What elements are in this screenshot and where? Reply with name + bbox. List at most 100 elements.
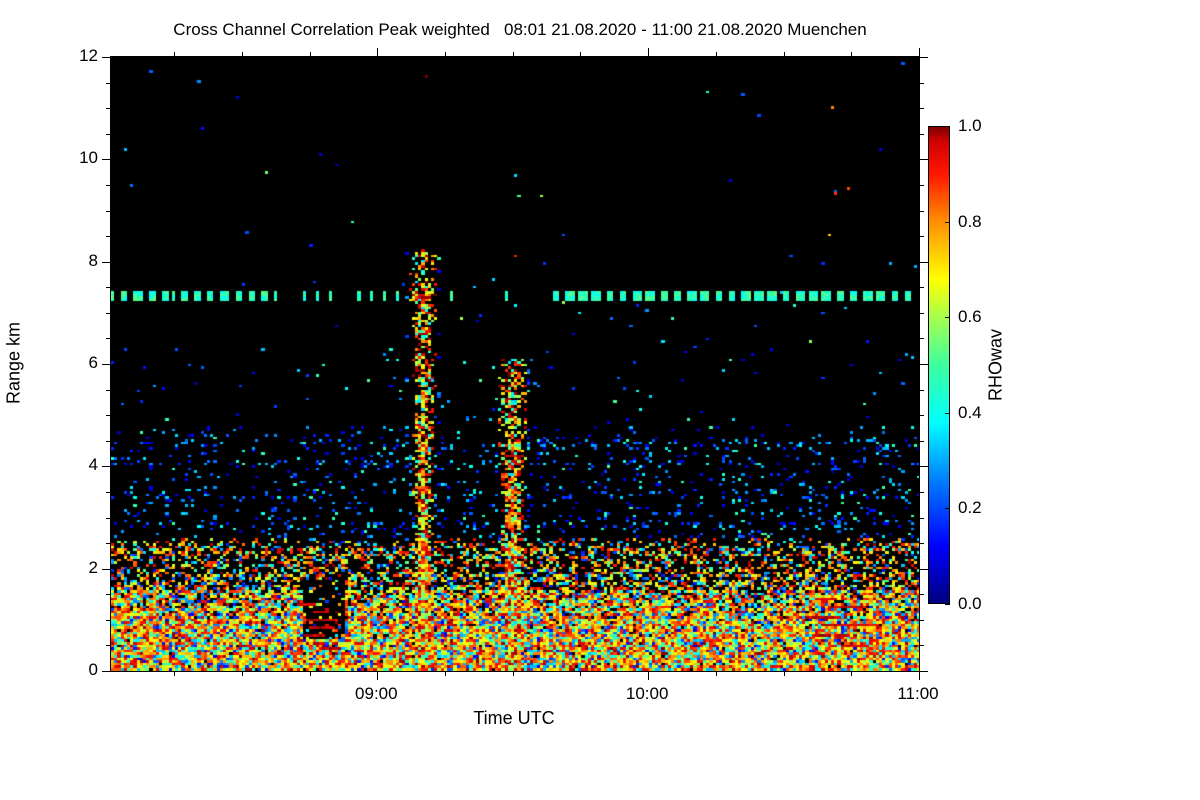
colorbar-title: RHOwav	[985, 328, 1006, 402]
colorbar-tick-label: 1.0	[958, 116, 982, 135]
y-axis-tick	[919, 440, 924, 442]
x-axis-tick	[174, 671, 176, 676]
y-axis-tick	[102, 466, 111, 468]
y-axis-tick	[106, 440, 111, 442]
colorbar: 0.0 0.2 0.4 0.6 0.8 1.0	[928, 116, 982, 613]
x-axis-tick-label: 11:00	[897, 684, 939, 703]
y-axis-tick	[919, 210, 924, 212]
y-axis-tick	[106, 184, 111, 186]
y-axis-tick	[106, 312, 111, 314]
y-axis-tick	[919, 184, 924, 186]
y-axis-tick	[919, 82, 924, 84]
y-axis-tick	[106, 517, 111, 519]
x-axis-tick	[715, 671, 717, 676]
colorbar-tick	[945, 604, 950, 605]
y-axis-tick	[919, 338, 924, 340]
x-axis-tick	[919, 48, 920, 57]
y-axis-tick-label: 0	[88, 660, 98, 679]
x-axis-tick	[445, 52, 447, 57]
y-axis-tick	[106, 645, 111, 647]
colorbar-tick-label: 0.0	[958, 594, 982, 613]
y-axis-tick	[919, 287, 924, 289]
x-axis-tick	[309, 671, 311, 676]
y-axis-tick	[919, 645, 924, 647]
plot-area	[102, 48, 928, 680]
colorbar-tick-label: 0.8	[958, 211, 982, 231]
y-axis-tick	[919, 415, 924, 417]
y-axis-tick-label: 2	[88, 557, 98, 577]
x-axis-tick-label: 10:00	[625, 684, 669, 703]
x-axis-tick	[377, 671, 379, 680]
colorbar-tick-label: 0.2	[958, 498, 982, 518]
x-axis-tick	[174, 52, 176, 57]
y-axis-tick-label: 6	[88, 353, 98, 372]
y-axis-tick	[106, 108, 111, 110]
y-axis-tick-label: 8	[88, 250, 98, 270]
y-axis-tick	[106, 287, 111, 289]
y-axis-tick	[919, 594, 924, 596]
x-axis-tick	[512, 52, 514, 57]
y-axis-tick-label: 10	[79, 148, 98, 168]
x-axis-tick-label: 09:00	[355, 684, 398, 703]
colorbar-tick	[945, 508, 950, 510]
y-axis-tick	[919, 389, 924, 391]
x-axis-tick	[241, 671, 243, 676]
y-axis-tick	[102, 568, 111, 570]
y-axis-tick	[919, 159, 928, 161]
y-axis-title: Range km	[3, 321, 24, 405]
x-axis-tick	[377, 48, 379, 57]
y-axis-tick	[102, 364, 111, 365]
y-axis-tick	[919, 568, 928, 570]
y-axis-tick	[919, 364, 928, 365]
y-axis-tick	[919, 108, 924, 110]
x-axis-tick	[919, 671, 920, 680]
heatmap-image	[111, 57, 919, 671]
y-axis-tick	[106, 82, 111, 84]
y-axis-tick	[106, 543, 111, 545]
x-axis-tick	[648, 671, 650, 680]
x-axis-tick	[851, 671, 853, 676]
page-title: Cross Channel Correlation Peak weighted …	[173, 20, 867, 39]
y-axis-tick	[102, 261, 111, 263]
y-axis-tick	[106, 236, 111, 238]
y-axis-tick	[106, 338, 111, 340]
y-axis-tick	[106, 210, 111, 212]
y-axis-tick	[919, 466, 928, 468]
x-axis-tick	[715, 52, 717, 57]
colorbar-tick	[945, 317, 950, 319]
y-axis-tick	[106, 415, 111, 417]
y-axis-tick	[106, 389, 111, 391]
y-axis-tick-label: 4	[88, 455, 98, 475]
x-axis-tick	[851, 52, 853, 57]
y-axis-tick	[919, 133, 924, 135]
y-axis-tick	[919, 619, 924, 621]
x-axis-tick	[241, 52, 243, 57]
y-axis-tick	[106, 491, 111, 493]
colorbar-tick	[945, 412, 950, 414]
y-axis-tick	[106, 594, 111, 596]
y-axis-tick	[919, 543, 924, 545]
x-axis-tick	[783, 52, 785, 57]
x-axis-tick	[445, 671, 447, 676]
x-axis-tick	[580, 52, 582, 57]
y-axis-tick	[919, 517, 924, 519]
x-axis-tick	[648, 48, 650, 57]
colorbar-gradient	[928, 126, 950, 604]
y-axis-tick	[106, 619, 111, 621]
y-axis-tick-label: 12	[79, 46, 98, 65]
y-axis-tick	[919, 236, 924, 238]
x-axis-tick	[512, 671, 514, 676]
y-axis-tick	[102, 57, 111, 58]
colorbar-tick-label: 0.6	[958, 307, 982, 327]
y-axis-tick	[102, 671, 111, 672]
colorbar-tick	[945, 221, 950, 223]
y-axis-tick	[919, 491, 924, 493]
colorbar-tick-label: 0.4	[958, 402, 982, 422]
colorbar-tick	[945, 126, 950, 127]
x-axis-tick	[580, 671, 582, 676]
y-axis-tick	[102, 159, 111, 161]
y-axis-tick	[919, 261, 928, 263]
y-axis-tick	[919, 57, 928, 58]
x-axis-title: Time UTC	[473, 708, 555, 728]
